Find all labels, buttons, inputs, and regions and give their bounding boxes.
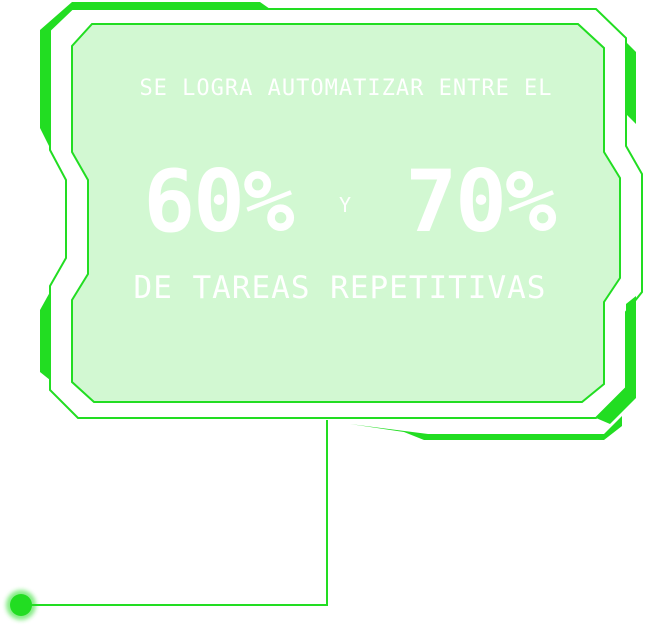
connector-line [30, 420, 328, 606]
percent-low: 60% [143, 152, 294, 252]
inner-panel [71, 23, 621, 403]
percent-high: 70% [405, 152, 556, 252]
intro-text: SE LOGRA AUTOMATIZAR ENTRE EL [139, 76, 553, 101]
conjunction-text: Y [338, 193, 352, 217]
corner-accent-right-top [626, 42, 636, 124]
bottom-accent-bar [350, 416, 622, 440]
outer-frame [49, 8, 643, 419]
corner-accent-left-bottom [40, 292, 50, 380]
connector-dot [10, 594, 32, 616]
subject-text: DE TAREAS REPETITIVAS [133, 270, 547, 306]
